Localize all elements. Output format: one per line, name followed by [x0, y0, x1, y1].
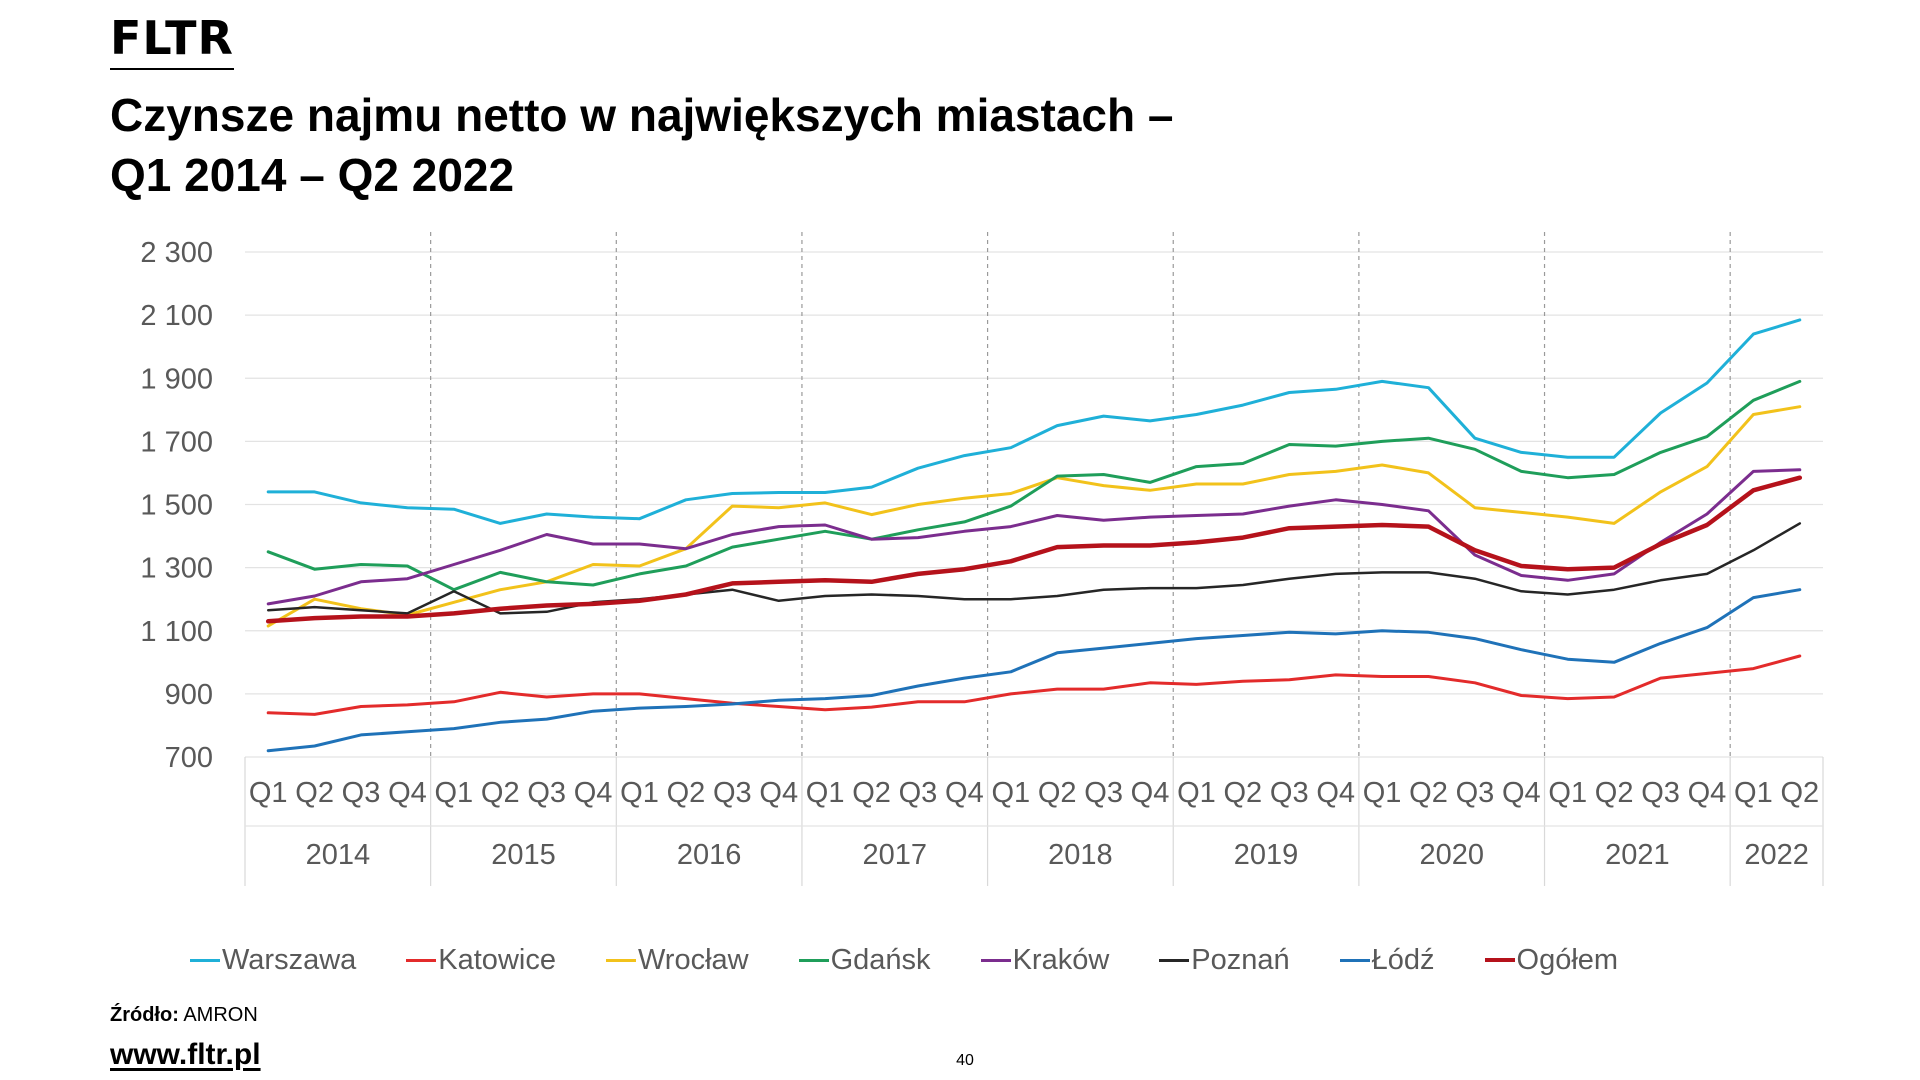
legend-swatch: [1159, 958, 1190, 962]
x-quarter-label: Q4: [759, 777, 798, 809]
x-quarter-label: Q1: [1363, 777, 1402, 809]
legend-swatch: [1484, 958, 1515, 962]
y-tick-label: 1 100: [140, 616, 213, 648]
legend-label: Katowice: [438, 943, 556, 976]
x-quarter-label: Q4: [574, 777, 613, 809]
x-quarter-label: Q4: [1688, 777, 1727, 809]
y-tick-label: 2 300: [140, 237, 213, 269]
legend-label: Łódź: [1371, 943, 1435, 976]
legend-swatch: [798, 958, 829, 962]
x-quarter-label: Q3: [527, 777, 566, 809]
x-quarter-label: Q2: [481, 777, 520, 809]
chart-legend: Warszawa Katowice Wrocław Gdańsk Kraków Pozna…: [190, 942, 1668, 978]
series-line-warszawa: [266, 318, 1802, 525]
x-quarter-label: Q2: [295, 777, 334, 809]
series-line-ogółem: [265, 475, 1803, 624]
source-note: Źródło: AMRON: [110, 1004, 258, 1027]
x-quarter-label: Q4: [388, 777, 427, 809]
x-quarter-label: Q4: [1502, 777, 1541, 809]
website-link[interactable]: www.fltr.pl: [110, 1038, 261, 1071]
y-tick-label: 700: [165, 742, 213, 774]
x-quarter-label: Q2: [1409, 777, 1448, 809]
x-year-label: 2018: [1048, 839, 1113, 871]
legend-item: Kraków: [980, 943, 1110, 977]
legend-item: Warszawa: [190, 944, 356, 977]
x-quarter-label: Q1: [1548, 777, 1587, 809]
y-tick-label: 2 100: [140, 300, 213, 332]
x-quarter-label: Q3: [1641, 777, 1680, 809]
legend-swatch: [190, 958, 220, 962]
x-quarter-label: Q4: [1131, 777, 1170, 809]
y-tick-label: 900: [165, 679, 213, 711]
source-value: AMRON: [183, 1004, 258, 1026]
x-quarter-label: Q1: [249, 777, 288, 809]
page-title: Czynsze najmu netto w największych miast…: [110, 85, 1410, 205]
y-tick-label: 1 300: [140, 553, 213, 585]
legend-label: Poznań: [1191, 943, 1290, 976]
legend-label: Kraków: [1012, 943, 1110, 976]
x-quarter-label: Q2: [1595, 777, 1634, 809]
brand-logo: FLTR: [110, 14, 234, 71]
legend-swatch: [406, 958, 437, 962]
x-quarter-label: Q3: [1456, 777, 1495, 809]
legend-label: Ogółem: [1516, 943, 1619, 976]
legend-swatch: [980, 958, 1011, 962]
legend-item: Gdańsk: [798, 943, 931, 977]
series-line-wrocław: [266, 405, 1802, 628]
legend-swatch: [1339, 958, 1370, 962]
legend-item: Katowice: [406, 944, 556, 977]
x-quarter-label: Q4: [1316, 777, 1355, 809]
x-quarter-label: Q1: [1177, 777, 1216, 809]
x-year-label: 2017: [863, 839, 928, 871]
x-quarter-label: Q3: [713, 777, 752, 809]
x-quarter-label: Q2: [852, 777, 891, 809]
series-line-gdańsk: [266, 379, 1802, 592]
legend-label: Warszawa: [222, 943, 357, 976]
x-quarter-label: Q4: [945, 777, 984, 809]
x-quarter-label: Q1: [806, 777, 845, 809]
x-quarter-label: Q3: [899, 777, 938, 809]
legend-item: Wrocław: [605, 943, 749, 977]
title-line-1: Czynsze najmu netto w największych miast…: [110, 89, 1174, 141]
x-year-label: 2014: [306, 839, 371, 871]
x-quarter-label: Q1: [1734, 777, 1773, 809]
legend-item: Łódź: [1339, 943, 1435, 977]
x-quarter-label: Q1: [435, 777, 474, 809]
series-line-kraków: [266, 468, 1802, 606]
legend-item: Poznań: [1159, 943, 1290, 977]
series-line-poznań: [266, 522, 1802, 615]
source-label: Źródło:: [110, 1004, 179, 1026]
x-year-label: 2019: [1234, 839, 1299, 871]
x-year-label: 2015: [491, 839, 556, 871]
x-quarter-label: Q1: [620, 777, 659, 809]
x-quarter-label: Q3: [342, 777, 381, 809]
x-year-label: 2021: [1605, 839, 1670, 871]
x-year-label: 2016: [677, 839, 742, 871]
title-line-2: Q1 2014 – Q2 2022: [110, 149, 515, 201]
series-line-łódź: [266, 588, 1802, 753]
legend-label: Wrocław: [637, 943, 749, 976]
x-year-label: 2020: [1419, 839, 1484, 871]
series-line-katowice: [266, 654, 1802, 716]
page-number: 40: [956, 1052, 974, 1069]
legend-swatch: [605, 958, 636, 962]
x-quarter-label: Q1: [991, 777, 1030, 809]
y-tick-label: 1 500: [140, 490, 213, 522]
y-tick-label: 1 900: [140, 363, 213, 395]
legend-label: Gdańsk: [830, 943, 931, 976]
legend-item: Ogółem: [1484, 943, 1619, 977]
x-quarter-label: Q2: [1038, 777, 1077, 809]
y-tick-label: 1 700: [140, 426, 213, 458]
x-year-label: 2022: [1744, 839, 1809, 871]
x-quarter-label: Q2: [1224, 777, 1263, 809]
x-quarter-label: Q3: [1270, 777, 1309, 809]
x-quarter-label: Q2: [667, 777, 706, 809]
x-quarter-label: Q2: [1780, 777, 1819, 809]
x-quarter-label: Q3: [1084, 777, 1123, 809]
